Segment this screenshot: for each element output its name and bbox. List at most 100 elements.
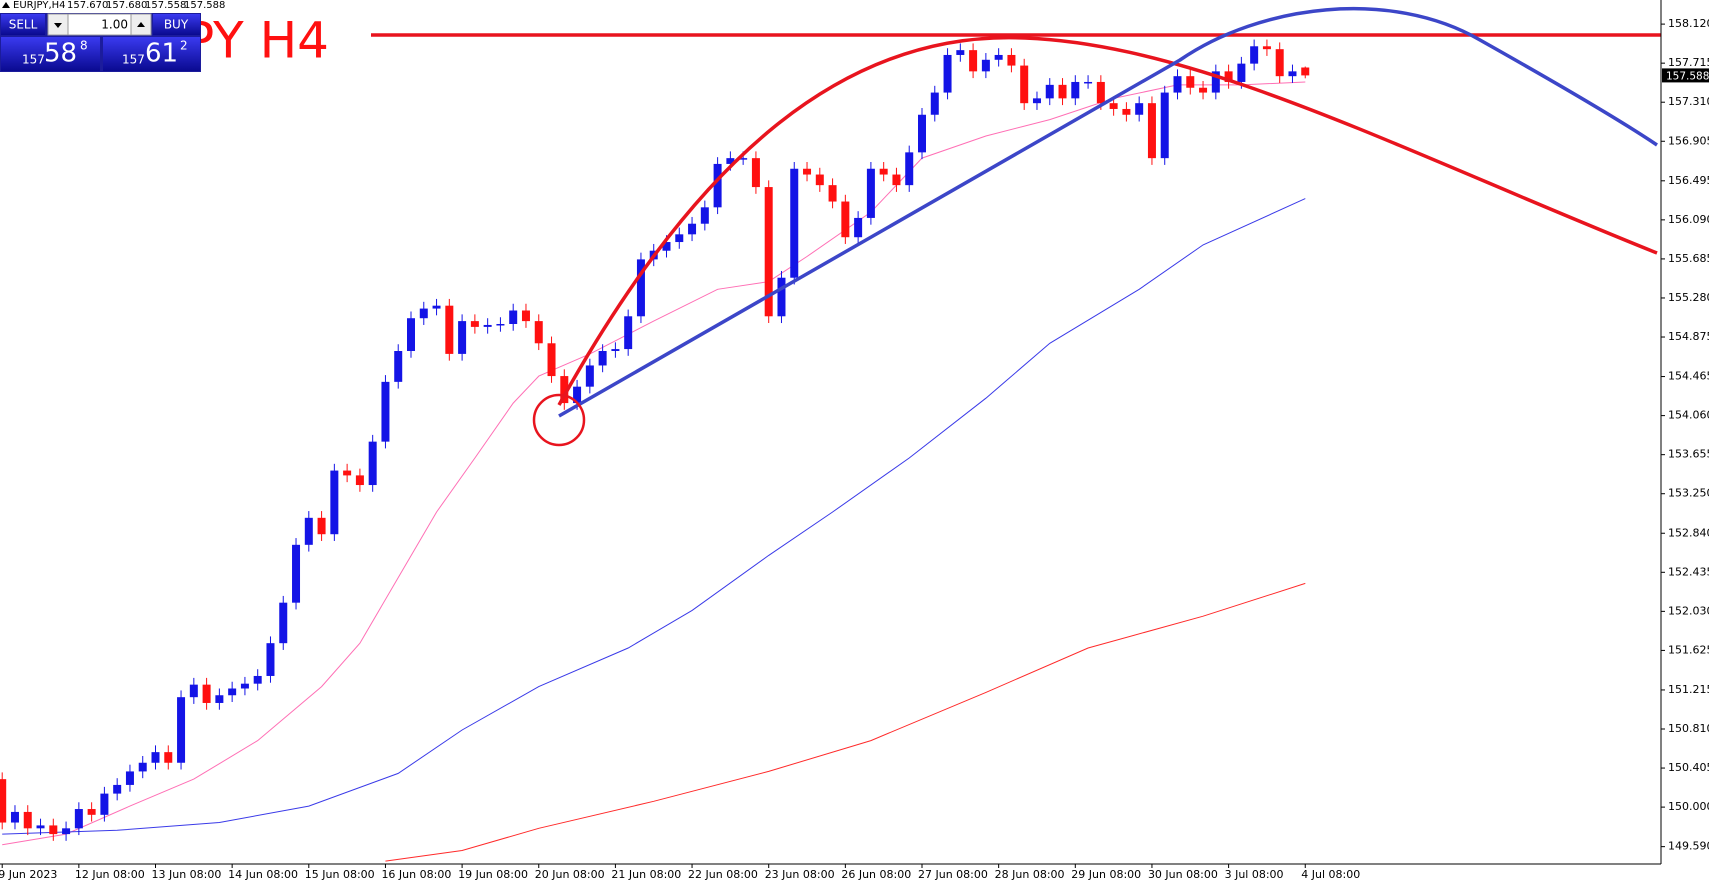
candle-body — [1224, 71, 1233, 82]
plot-area — [0, 39, 1310, 862]
candle-body — [509, 310, 518, 324]
candle-body — [74, 809, 83, 829]
y-tick-label: 155.685 — [1668, 252, 1709, 265]
drawings — [371, 6, 1661, 447]
candle-body — [0, 779, 7, 823]
moving-average — [385, 582, 1306, 862]
candle-body — [547, 343, 556, 377]
info-close: 157.588 — [184, 0, 225, 11]
candle-body — [713, 163, 722, 208]
candle-body — [1160, 92, 1169, 159]
candle-body — [1211, 71, 1220, 93]
y-tick-label: 153.655 — [1668, 448, 1709, 461]
candle-body — [918, 114, 926, 153]
candle-body — [317, 517, 326, 535]
x-tick-label: 26 Jun 08:00 — [841, 868, 911, 881]
candle-body — [304, 517, 313, 545]
candle-body — [764, 187, 773, 317]
candle-body — [930, 92, 939, 115]
candle-body — [1186, 76, 1195, 88]
info-open: 157.670 — [67, 0, 108, 11]
candle-body — [1045, 84, 1054, 99]
candle-body — [598, 351, 607, 366]
candle-body — [636, 259, 645, 317]
candle-body — [1301, 67, 1310, 76]
candle-body — [1237, 63, 1246, 82]
candle-body — [394, 351, 403, 382]
candle-body — [49, 825, 58, 835]
candle-body — [751, 158, 760, 188]
lots-value[interactable]: 1.00 — [101, 18, 128, 32]
candle-body — [125, 771, 134, 785]
candle-body — [1147, 103, 1156, 159]
candle-body — [1058, 84, 1067, 99]
x-tick-label: 20 Jun 08:00 — [535, 868, 605, 881]
y-tick-label: 152.030 — [1668, 604, 1709, 617]
y-tick-label: 158.120 — [1668, 17, 1709, 30]
buy-label[interactable]: BUY — [164, 18, 189, 32]
candle-body — [726, 158, 735, 164]
candle-body — [113, 784, 122, 794]
candle-body — [240, 683, 249, 689]
candle-body — [62, 828, 71, 835]
candle-body — [879, 168, 888, 175]
x-tick-label: 29 Jun 08:00 — [1071, 868, 1141, 881]
x-tick-label: 16 Jun 08:00 — [381, 868, 451, 881]
buy-button[interactable] — [153, 14, 200, 35]
bid-fraction: 8 — [80, 39, 88, 53]
y-tick-label: 150.405 — [1668, 761, 1709, 774]
candle-body — [854, 217, 863, 238]
candle-body — [1288, 71, 1297, 77]
candle-body — [1020, 65, 1029, 104]
candle-body — [458, 321, 467, 354]
y-tick-label: 152.840 — [1668, 526, 1709, 539]
candle-body — [1007, 54, 1016, 66]
x-tick-label: 12 Jun 08:00 — [75, 868, 145, 881]
candle-body — [36, 825, 45, 829]
x-tick-label: 13 Jun 08:00 — [152, 868, 222, 881]
info-symbol: EURJPY,H4 — [13, 0, 66, 11]
candle-body — [611, 349, 620, 351]
down-arrow — [54, 23, 62, 28]
candle-body — [521, 310, 530, 322]
candle-body — [330, 470, 339, 535]
x-tick-label: 21 Jun 08:00 — [611, 868, 681, 881]
candle-body — [1109, 103, 1118, 109]
candle-body — [662, 242, 671, 251]
candle-body — [419, 308, 428, 319]
candle-body — [777, 277, 786, 317]
candle-body — [151, 752, 160, 763]
candle-body — [10, 811, 19, 823]
candle-body — [675, 234, 684, 243]
candle-body — [573, 386, 582, 404]
y-tick-label: 151.625 — [1668, 643, 1709, 656]
blue-trendline — [558, 6, 1658, 418]
candle-body — [164, 752, 173, 763]
y-tick-label: 154.875 — [1668, 330, 1709, 343]
bid-big-figure: 157 — [22, 53, 45, 67]
candle-body — [892, 174, 901, 186]
x-tick-label: 23 Jun 08:00 — [765, 868, 835, 881]
candle-body — [496, 324, 505, 326]
candle-body — [189, 684, 198, 698]
candle-body — [445, 305, 454, 354]
red-arc — [557, 35, 1658, 406]
x-tick-label: 22 Jun 08:00 — [688, 868, 758, 881]
price-label: 157.588 — [1666, 70, 1709, 82]
y-tick-label: 150.810 — [1668, 722, 1709, 735]
ask-pips: 61 — [145, 39, 178, 69]
candle-body — [407, 318, 415, 351]
y-tick-label: 153.250 — [1668, 487, 1709, 500]
sell-label[interactable]: SELL — [9, 18, 38, 32]
candle-body — [368, 441, 377, 486]
sell-button[interactable] — [1, 14, 45, 35]
candle-body — [1096, 81, 1105, 104]
bid-box[interactable] — [1, 37, 100, 71]
price-label-box — [1662, 68, 1709, 83]
ask-box[interactable] — [103, 37, 200, 71]
candle-body — [1250, 46, 1259, 64]
candle-body — [828, 185, 837, 202]
